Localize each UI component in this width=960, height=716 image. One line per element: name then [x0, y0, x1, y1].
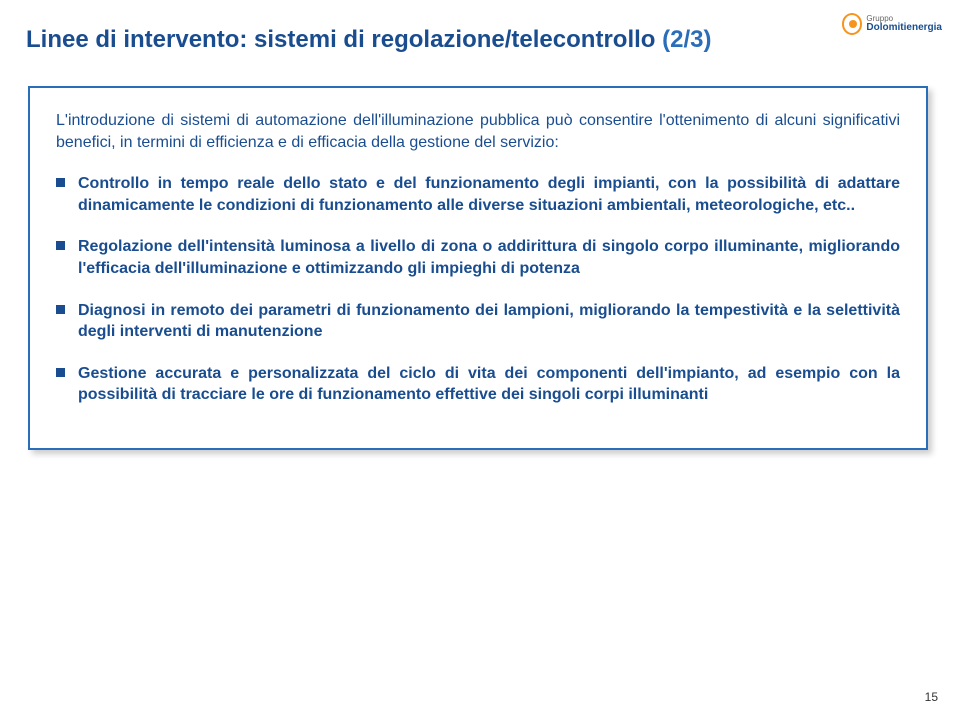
title-main: Linee di intervento: sistemi di regolazi… [26, 26, 662, 53]
logo-icon [842, 13, 862, 35]
logo-text: Gruppo Dolomitienergia [866, 15, 942, 33]
bullet-item: Diagnosi in remoto dei parametri di funz… [78, 300, 900, 343]
logo-line2: Dolomitienergia [866, 23, 942, 33]
intro-paragraph: L'introduzione di sistemi di automazione… [56, 110, 900, 153]
bullet-item: Gestione accurata e personalizzata del c… [78, 363, 900, 406]
bullet-item: Controllo in tempo reale dello stato e d… [78, 173, 900, 216]
content-box: L'introduzione di sistemi di automazione… [28, 86, 928, 450]
title-fraction: (2/3) [662, 26, 711, 53]
page-number: 15 [925, 690, 938, 704]
company-logo: Gruppo Dolomitienergia [842, 8, 942, 40]
bullet-list: Controllo in tempo reale dello stato e d… [56, 173, 900, 406]
slide-title: Linee di intervento: sistemi di regolazi… [26, 26, 711, 54]
bullet-item: Regolazione dell'intensità luminosa a li… [78, 236, 900, 279]
